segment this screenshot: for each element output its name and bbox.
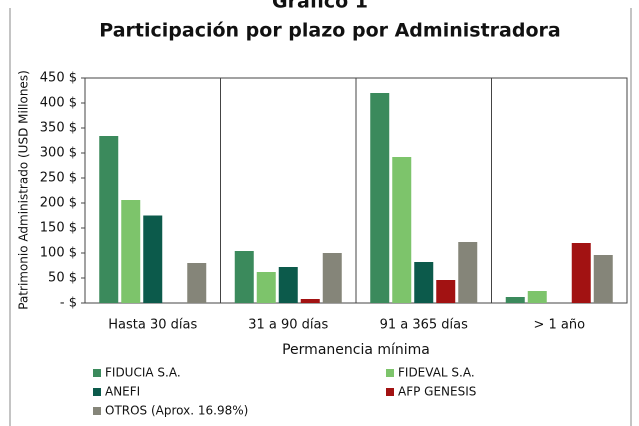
legend-label: FIDEVAL S.A. (398, 366, 475, 380)
x-axis-label: Permanencia mínima (282, 342, 430, 358)
y-tick-label: 300 $ (40, 146, 77, 161)
legend-label: FIDUCIA S.A. (105, 366, 181, 380)
bar (436, 280, 456, 303)
legend-swatch (93, 369, 101, 377)
y-axis-label: Patrimonio Administrado (USD Millones) (17, 70, 31, 310)
x-tick-label: Hasta 30 días (108, 318, 197, 333)
legend-swatch (386, 369, 394, 377)
bar (458, 242, 478, 303)
y-tick-label: 50 $ (48, 271, 77, 286)
y-tick-label: 450 $ (40, 71, 77, 86)
y-tick-label: 350 $ (40, 121, 77, 136)
frame (9, 8, 632, 426)
x-tick-label: 31 a 90 días (248, 318, 328, 333)
bar (527, 291, 547, 303)
bar (571, 243, 591, 303)
bar (234, 251, 254, 303)
y-tick-label: 400 $ (40, 96, 77, 111)
legend-swatch (386, 388, 394, 396)
bar (322, 253, 342, 303)
legend-swatch (93, 388, 101, 396)
bar (121, 200, 141, 303)
bar (370, 93, 390, 303)
bar (278, 267, 298, 303)
bar (593, 255, 613, 303)
y-tick-label: 150 $ (40, 221, 77, 236)
bar (392, 157, 412, 303)
bar (143, 215, 163, 303)
chart-title: Participación por plazo por Administrado… (99, 20, 560, 42)
x-tick-label: 91 a 365 días (380, 318, 469, 333)
y-tick-label: 200 $ (40, 196, 77, 211)
bar (300, 299, 320, 303)
bar (414, 262, 434, 303)
x-tick-label: > 1 año (533, 318, 585, 333)
legend-label: AFP GENESIS (398, 385, 476, 399)
y-tick-label: 100 $ (40, 246, 77, 261)
legend-swatch (93, 407, 101, 415)
y-tick-label: - $ (60, 296, 77, 311)
bar (187, 263, 207, 303)
bar (99, 136, 119, 303)
chart-supertitle: Gráfico 1 (272, 0, 368, 13)
legend-label: ANEFI (105, 385, 140, 399)
legend-label: OTROS (Aprox. 16.98%) (105, 404, 248, 418)
bar (505, 297, 525, 303)
y-tick-label: 250 $ (40, 171, 77, 186)
bar (256, 272, 276, 303)
